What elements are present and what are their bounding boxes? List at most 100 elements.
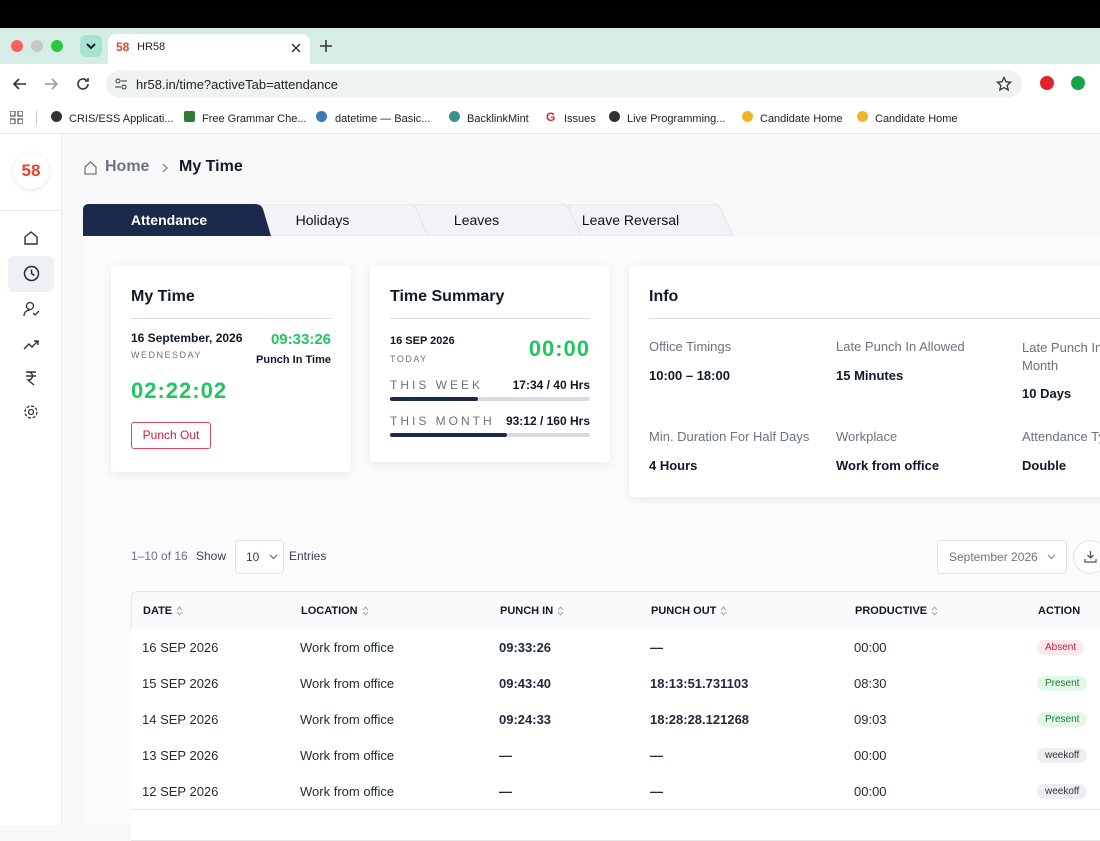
logo[interactable]: 58 bbox=[13, 153, 49, 189]
table-cell: 09:43:40 bbox=[499, 676, 552, 691]
punch-in-label: Punch In Time bbox=[256, 354, 331, 366]
tab[interactable]: Leave Reversal bbox=[581, 212, 680, 228]
entries-value: 10 bbox=[246, 550, 260, 564]
close-tab[interactable] bbox=[290, 42, 302, 54]
chevron-icon bbox=[1047, 554, 1056, 560]
forward-button[interactable] bbox=[43, 76, 59, 92]
bookmark[interactable]: BacklinkMint bbox=[467, 113, 529, 125]
site-info-icon[interactable] bbox=[114, 77, 128, 91]
table-cell: — bbox=[650, 784, 663, 799]
table-cell: 09:33:26 bbox=[499, 640, 552, 655]
separator bbox=[36, 110, 37, 125]
column-header[interactable]: DATE bbox=[143, 605, 173, 617]
sort-icon[interactable] bbox=[557, 606, 564, 616]
table-row-partial bbox=[131, 810, 1100, 841]
table-header: DATE LOCATION PUNCH IN PUNCH OUT PRODUCTIVE A… bbox=[131, 591, 1100, 630]
tab-search[interactable] bbox=[80, 35, 102, 57]
close-window[interactable] bbox=[11, 40, 23, 52]
table-cell: Work from office bbox=[300, 784, 395, 799]
bookmark-star[interactable] bbox=[996, 76, 1012, 92]
nav-payroll[interactable] bbox=[24, 370, 38, 386]
progress-bar bbox=[390, 433, 507, 437]
bookmark[interactable]: CRIS/ESS Applicati... bbox=[69, 113, 174, 125]
browser-tab[interactable]: 58 HR58 bbox=[108, 34, 310, 64]
extension-icon[interactable] bbox=[1040, 76, 1054, 90]
address-bar[interactable]: hr58.in/time?activeTab=attendance bbox=[106, 70, 1022, 98]
maximize-window[interactable] bbox=[51, 40, 63, 52]
minimize-window[interactable] bbox=[31, 40, 43, 52]
column-header[interactable]: LOCATION bbox=[301, 605, 358, 617]
progress-track bbox=[390, 433, 590, 437]
chevron-icon bbox=[86, 43, 96, 50]
bookmark-icon bbox=[316, 111, 327, 122]
date: 16 September, 2026 bbox=[131, 331, 243, 345]
elapsed-time: 02:22:02 bbox=[131, 378, 228, 403]
time-summary-card: Time Summary 16 SEP 2026 TODAY 00:00 THI… bbox=[370, 266, 610, 462]
info-label: Attendance Type bbox=[1022, 429, 1100, 444]
sort-icon[interactable] bbox=[362, 606, 369, 616]
tab-title: HR58 bbox=[137, 41, 166, 53]
nav-home[interactable] bbox=[23, 230, 39, 246]
bookmark[interactable]: Candidate Home bbox=[760, 113, 843, 125]
column-header[interactable]: PUNCH IN bbox=[500, 605, 554, 617]
download-icon bbox=[1084, 551, 1097, 563]
card-title: My Time bbox=[131, 288, 195, 305]
nav-people[interactable] bbox=[23, 301, 40, 317]
bookmark[interactable]: Issues bbox=[564, 113, 596, 125]
back-button[interactable] bbox=[12, 76, 28, 92]
nav-time[interactable] bbox=[23, 265, 40, 282]
month-select[interactable]: September 2026 bbox=[937, 540, 1067, 574]
table-row: 16 SEP 2026 Work from office 09:33:26 — 00:0… bbox=[131, 629, 1100, 666]
column-header[interactable]: PRODUCTIVE bbox=[855, 605, 928, 617]
info-value: 10 Days bbox=[1022, 386, 1072, 401]
bookmark-icon bbox=[449, 111, 460, 122]
bookmark[interactable]: Free Grammar Che... bbox=[202, 113, 307, 125]
table-cell: 00:00 bbox=[854, 784, 887, 799]
summary-value: 93:12 / 160 Hrs bbox=[505, 414, 590, 428]
summary-label: THIS WEEK bbox=[390, 378, 484, 392]
progress-bar bbox=[390, 397, 478, 401]
tab-shapes bbox=[83, 204, 734, 236]
card-title: Info bbox=[649, 288, 679, 305]
info-value: 10:00 – 18:00 bbox=[649, 368, 730, 383]
table-cell: 12 SEP 2026 bbox=[142, 784, 219, 799]
bookmark[interactable]: datetime — Basic... bbox=[335, 113, 431, 125]
breadcrumb-home-icon[interactable] bbox=[83, 160, 98, 175]
extension-icon[interactable] bbox=[1071, 76, 1085, 90]
punch-out-button[interactable]: Punch Out bbox=[131, 422, 211, 449]
download-button[interactable] bbox=[1073, 540, 1100, 574]
info-label: Min. Duration For Half Days bbox=[649, 429, 810, 444]
sort-icon[interactable] bbox=[176, 606, 183, 616]
bookmark[interactable]: Candidate Home bbox=[875, 113, 958, 125]
nav-reports[interactable] bbox=[23, 337, 40, 351]
bookmark-icon bbox=[742, 111, 753, 122]
nav-settings[interactable] bbox=[23, 404, 39, 420]
show-label: Show bbox=[196, 549, 227, 563]
sort-icon[interactable] bbox=[931, 606, 938, 616]
table-cell: Work from office bbox=[300, 748, 395, 763]
bookmark-icon bbox=[51, 111, 62, 122]
new-tab[interactable] bbox=[319, 39, 333, 53]
table-cell: 14 SEP 2026 bbox=[142, 712, 219, 727]
breadcrumb-link[interactable]: Home bbox=[105, 158, 150, 175]
column-header[interactable]: PUNCH OUT bbox=[651, 605, 717, 617]
tab[interactable]: Leaves bbox=[453, 212, 500, 228]
table-cell: — bbox=[650, 640, 663, 655]
column-header[interactable]: ACTION bbox=[1038, 605, 1081, 617]
apps-icon[interactable] bbox=[10, 111, 23, 124]
entries-label: Entries bbox=[289, 549, 327, 563]
punch-in-time: 09:33:26 bbox=[270, 331, 331, 348]
day: TODAY bbox=[390, 354, 428, 364]
bookmark[interactable]: Live Programming... bbox=[627, 113, 726, 125]
info-value: 15 Minutes bbox=[836, 368, 904, 383]
divider bbox=[649, 318, 1100, 319]
reload-button[interactable] bbox=[75, 76, 91, 92]
info-label: Late Punch In Month bbox=[1022, 340, 1100, 373]
status-badge: Present bbox=[1037, 712, 1088, 727]
tab-active[interactable]: Attendance bbox=[130, 212, 208, 228]
total-time: 00:00 bbox=[528, 336, 590, 361]
tab[interactable]: Holidays bbox=[295, 212, 350, 228]
entries-select[interactable]: 10 bbox=[235, 540, 284, 574]
sort-icon[interactable] bbox=[720, 606, 727, 616]
